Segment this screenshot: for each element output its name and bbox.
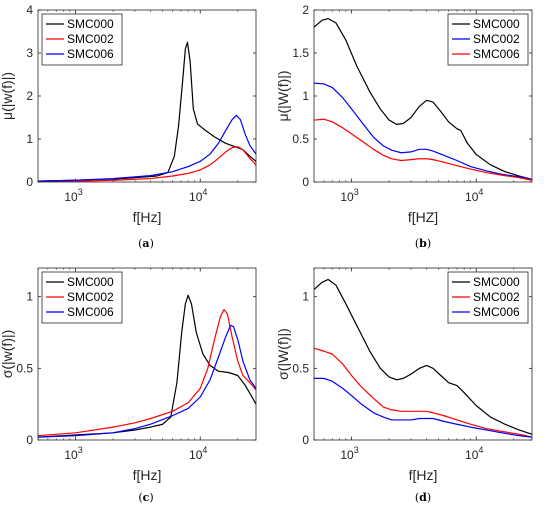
series-line-smc000	[314, 278, 532, 435]
panel-caption: (d)	[415, 491, 431, 504]
x-axis-label: f[HZ]	[408, 209, 438, 225]
series-line-smc002	[38, 308, 256, 437]
series-line-smc006	[38, 324, 256, 438]
y-tick-label: 0	[26, 433, 33, 447]
legend-entry: SMC006	[473, 305, 520, 319]
y-tick-label: 1	[302, 89, 309, 103]
y-tick-label: 0	[302, 175, 309, 189]
series-line-smc000	[38, 294, 256, 438]
y-tick-label: 4	[26, 3, 33, 17]
x-tick-label: 103	[340, 445, 358, 462]
axes-box	[37, 267, 257, 441]
x-axis-label: f[Hz]	[133, 467, 162, 483]
axes-box	[313, 267, 533, 441]
chart-panel-d: 0 0.5 1 103 104 f[Hz] σ(|W(f)|) SMC000SMC002SMC…	[275, 267, 533, 504]
series-line-smc002	[314, 347, 532, 438]
x-tick-label: 104	[189, 187, 207, 204]
x-axis-label: f[Hz]	[133, 209, 162, 225]
legend-entry: SMC002	[473, 290, 520, 304]
chart-panel-c: 0 0.5 1 103 104 f[Hz] σ(|w(f)|) SMC000SMC002SMC…	[0, 267, 257, 504]
y-tick-label: 2	[302, 3, 309, 17]
legend-entry: SMC002	[67, 32, 114, 46]
y-tick-label: 0	[26, 175, 33, 189]
legend-entry: SMC006	[67, 47, 114, 61]
y-tick-label: 2	[26, 89, 33, 103]
series-line-smc006	[314, 377, 532, 438]
x-tick-label: 103	[64, 187, 82, 204]
x-tick-label: 104	[465, 445, 483, 462]
y-tick-label: 0.5	[16, 361, 33, 375]
series-line-smc002	[314, 82, 532, 181]
x-axis-label: f[Hz]	[409, 467, 438, 483]
panel-caption: (a)	[138, 237, 154, 250]
y-tick-label: 0	[302, 433, 309, 447]
y-tick-label: 1.5	[292, 46, 309, 60]
x-tick-label: 104	[465, 187, 483, 204]
y-axis-label: σ(|w(f)|)	[0, 330, 15, 379]
y-tick-label: 1	[302, 290, 309, 304]
x-tick-label: 104	[189, 445, 207, 462]
series-line-smc006	[38, 114, 256, 182]
y-axis-label: μ(|W(f)|)	[275, 70, 291, 121]
legend-entry: SMC000	[473, 17, 520, 31]
y-axis-label: σ(|W(f)|)	[275, 328, 291, 380]
y-tick-label: 3	[26, 46, 33, 60]
series-line-smc002	[38, 146, 256, 182]
y-tick-label: 0.5	[292, 361, 309, 375]
legend-entry: SMC000	[67, 275, 114, 289]
x-tick-label: 103	[340, 187, 358, 204]
legend-entry: SMC000	[473, 275, 520, 289]
x-tick-label: 103	[64, 445, 82, 462]
legend-entry: SMC002	[473, 32, 520, 46]
y-axis-label: μ(|w(f)|)	[0, 72, 15, 120]
legend-entry: SMC006	[473, 47, 520, 61]
series-line-smc000	[38, 41, 256, 182]
panel-caption: (b)	[415, 237, 431, 250]
series-line-smc000	[314, 18, 532, 181]
y-tick-label: 0.5	[292, 132, 309, 146]
series-line-smc006	[314, 118, 532, 181]
legend-box	[447, 271, 529, 324]
y-tick-label: 1	[26, 132, 33, 146]
y-tick-label: 1	[26, 290, 33, 304]
legend-entry: SMC006	[67, 305, 114, 319]
chart-panel-a: 0 1 2 3 4 103 104 f[Hz] μ(|w(f)|) SMC000SMC002SMC…	[0, 3, 257, 250]
legend-entry: SMC000	[67, 17, 114, 31]
legend-entry: SMC002	[67, 290, 114, 304]
panel-caption: (c)	[138, 491, 153, 504]
